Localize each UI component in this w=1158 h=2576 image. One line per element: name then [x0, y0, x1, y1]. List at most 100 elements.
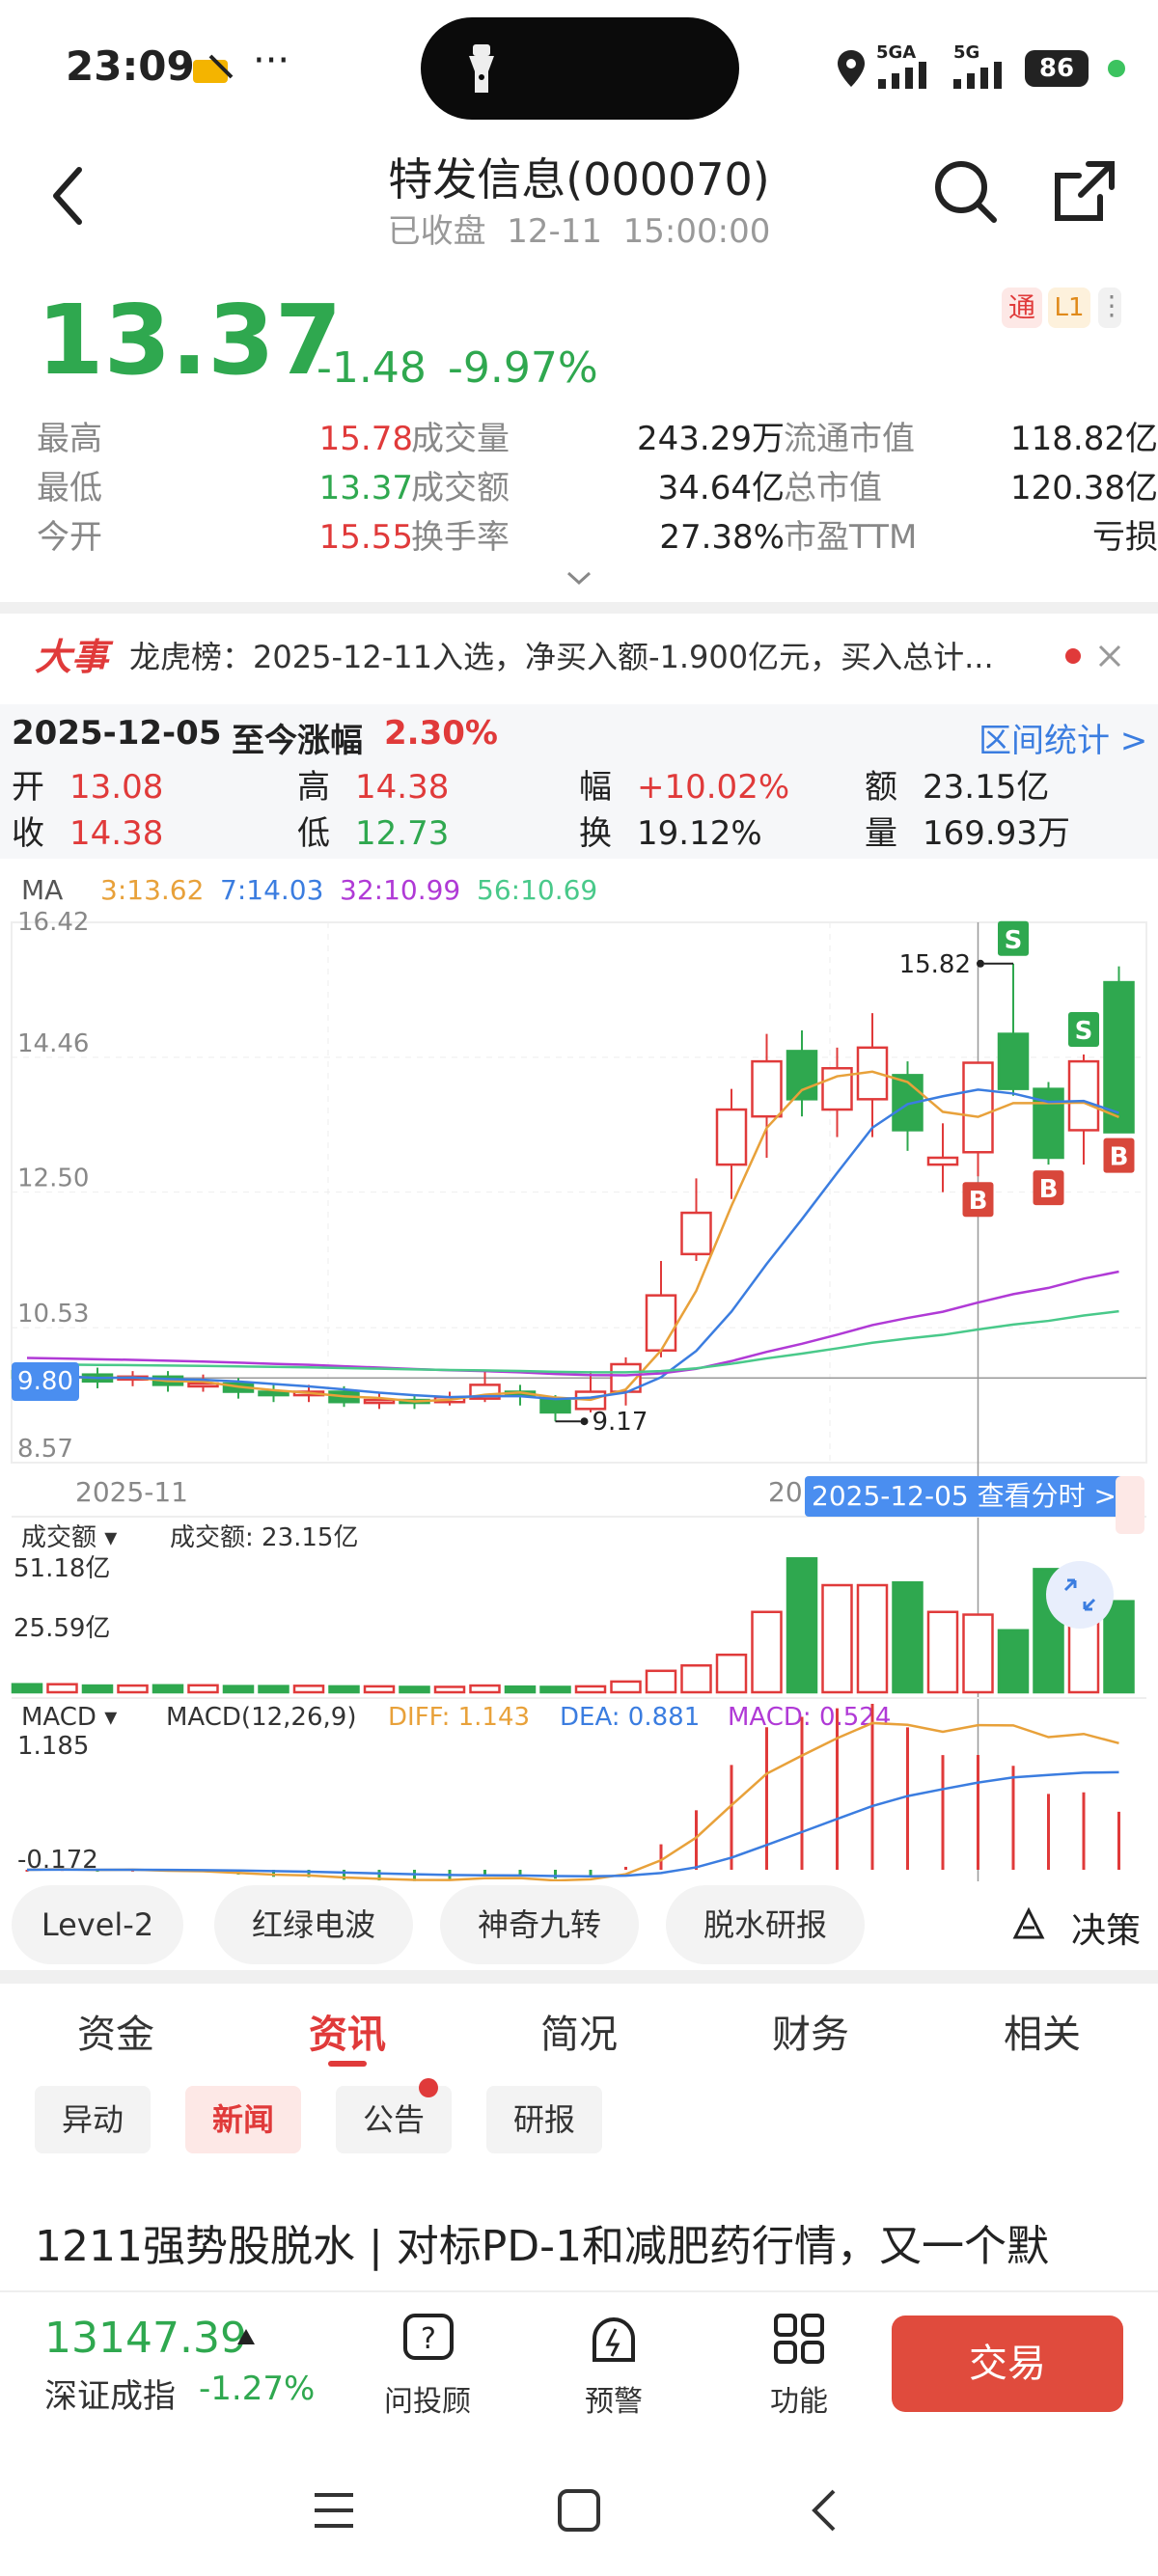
volume-bar	[680, 1664, 712, 1694]
period-high: 14.38	[355, 768, 450, 807]
function-label[interactable]: 功能	[770, 2385, 828, 2419]
advisor-icon[interactable]: ?	[401, 2312, 455, 2366]
unread-dot	[419, 2078, 438, 2097]
y-tick-label: 10.53	[17, 1300, 89, 1329]
marker-label: B	[1110, 1143, 1129, 1172]
volume-bar	[117, 1684, 149, 1694]
tab-finance[interactable]: 财务	[772, 2013, 849, 2057]
divider	[0, 1970, 1158, 1984]
marker-label: B	[969, 1187, 988, 1216]
status-state: 已收盘	[387, 212, 486, 251]
index-name[interactable]: 深证成指	[44, 2377, 176, 2416]
kline-chart[interactable]: MA 3:13.62 7:14.03 32:10.99 56:10.69 16.…	[0, 864, 1158, 1882]
quote-value: 118.82亿	[1010, 420, 1158, 458]
expand-chevron-icon[interactable]	[565, 569, 593, 589]
macd-selector: MACD ▾	[21, 1703, 117, 1732]
event-bar[interactable]: 大事 龙虎榜：2025-12-11入选，净买入额-1.900亿元，买入总计...	[0, 614, 1158, 695]
chart-tooltip[interactable]: 2025-12-05 查看分时 >	[805, 1476, 1123, 1517]
expand-chart-icon[interactable]	[1046, 1561, 1114, 1629]
back-icon[interactable]	[48, 164, 87, 228]
volume-bar	[258, 1685, 290, 1694]
macd-diff: DIFF: 1.143	[388, 1703, 530, 1732]
back-nav-icon[interactable]	[807, 2487, 841, 2534]
period-open: 13.08	[69, 768, 164, 807]
period-turnover: 19.12%	[637, 814, 762, 853]
period-volume: 169.93万	[923, 814, 1070, 853]
more-icon[interactable]: ⋮	[1098, 288, 1125, 328]
alert-label[interactable]: 预警	[585, 2385, 643, 2419]
menu-icon[interactable]	[311, 2489, 357, 2532]
candle-body	[1067, 1059, 1100, 1132]
subtab-news[interactable]: 新闻	[185, 2086, 301, 2153]
candle-body	[645, 1294, 677, 1352]
candle-body	[539, 1397, 571, 1414]
marker-label: B	[1039, 1175, 1059, 1204]
tab-capital[interactable]: 资金	[77, 2013, 154, 2057]
level1-badge[interactable]: L1	[1048, 288, 1090, 328]
index-change[interactable]: -1.27%	[199, 2370, 316, 2408]
quote-row: 今开 15.55 换手率 27.38% 市盈TTM 亏损	[37, 513, 1158, 562]
volume-bar	[433, 1685, 466, 1694]
side-handle[interactable]	[1116, 1476, 1144, 1534]
quote-label: 市盈TTM	[784, 518, 918, 557]
location-icon	[838, 50, 865, 87]
candle-body	[926, 1156, 959, 1166]
decision-icon[interactable]	[1009, 1905, 1048, 1943]
more-notifications: ···	[253, 39, 290, 83]
volume-bar	[222, 1685, 255, 1694]
tool-level2[interactable]: Level-2	[12, 1885, 183, 1964]
news-headline[interactable]: 1211强势股脱水 | 对标PD-1和减肥药行情，又一个默	[35, 2222, 1050, 2271]
interval-stats-link[interactable]: 区间统计 >	[979, 722, 1148, 760]
period-low: 12.73	[355, 814, 450, 853]
ma7-line	[26, 1088, 1119, 1401]
tool-research[interactable]: 脱水研报	[666, 1885, 865, 1964]
alert-icon[interactable]	[587, 2312, 641, 2366]
subtab-announcement[interactable]: 公告	[336, 2086, 452, 2153]
market-status: 已收盘 12-11 15:00:00	[241, 205, 917, 252]
quote-value: 15.55	[318, 518, 413, 557]
flashlight-icon	[469, 44, 494, 93]
subtab-report[interactable]: 研报	[486, 2086, 602, 2153]
price-change: -1.48	[317, 343, 427, 393]
connect-badge[interactable]: 通	[1002, 288, 1042, 328]
tool-redgreen-wave[interactable]: 红绿电波	[214, 1885, 413, 1964]
y-tick-label: 16.42	[17, 908, 89, 937]
period-stats: 2025-12-05 至今涨幅 2.30% 区间统计 > 开 13.08 高 1…	[0, 704, 1158, 859]
y-tick-label: 14.46	[17, 1029, 89, 1058]
low-label: 9.17	[593, 1408, 648, 1437]
index-value[interactable]: 13147.39	[44, 2314, 247, 2363]
candle-body	[715, 1108, 748, 1166]
home-icon[interactable]	[556, 2487, 602, 2534]
kline-chart-area[interactable]: MA 3:13.62 7:14.03 32:10.99 56:10.69 16.…	[0, 864, 1158, 1882]
advisor-label[interactable]: 问投顾	[384, 2385, 471, 2419]
ma32-legend: 32:10.99	[340, 874, 460, 906]
status-time: 15:00:00	[622, 212, 771, 251]
decision-label[interactable]: 决策	[1071, 1911, 1142, 1951]
quote-label: 成交额	[411, 469, 510, 507]
subtab-movement[interactable]: 异动	[35, 2086, 151, 2153]
close-icon[interactable]	[1096, 643, 1123, 670]
trade-button[interactable]: 交易	[892, 2316, 1123, 2412]
clock: 23:09	[66, 42, 195, 90]
buy-marker	[1103, 1137, 1135, 1173]
volume-bar	[292, 1685, 325, 1694]
period-date: 2025-12-05	[12, 714, 222, 753]
volume-bar	[645, 1669, 677, 1694]
quote-value: 27.38%	[659, 518, 785, 557]
ma56-legend: 56:10.69	[477, 874, 597, 906]
tab-news[interactable]: 资讯	[309, 2013, 386, 2057]
status-date: 12-11	[507, 212, 603, 251]
tool-nine-turn[interactable]: 神奇九转	[440, 1885, 639, 1964]
event-text: 龙虎榜：2025-12-11入选，净买入额-1.900亿元，买入总计...	[129, 639, 994, 675]
quote-label: 换手率	[411, 518, 510, 557]
search-icon[interactable]	[932, 158, 1000, 226]
last-price: 13.37	[37, 284, 343, 397]
tab-related[interactable]: 相关	[1004, 2013, 1081, 2057]
divider	[0, 602, 1158, 614]
share-icon[interactable]	[1050, 158, 1117, 226]
function-grid-icon[interactable]	[772, 2312, 826, 2366]
quote-label: 总市值	[784, 469, 882, 507]
tab-profile[interactable]: 简况	[540, 2013, 618, 2057]
dynamic-island	[421, 17, 739, 120]
tab-indicator	[328, 2061, 367, 2067]
